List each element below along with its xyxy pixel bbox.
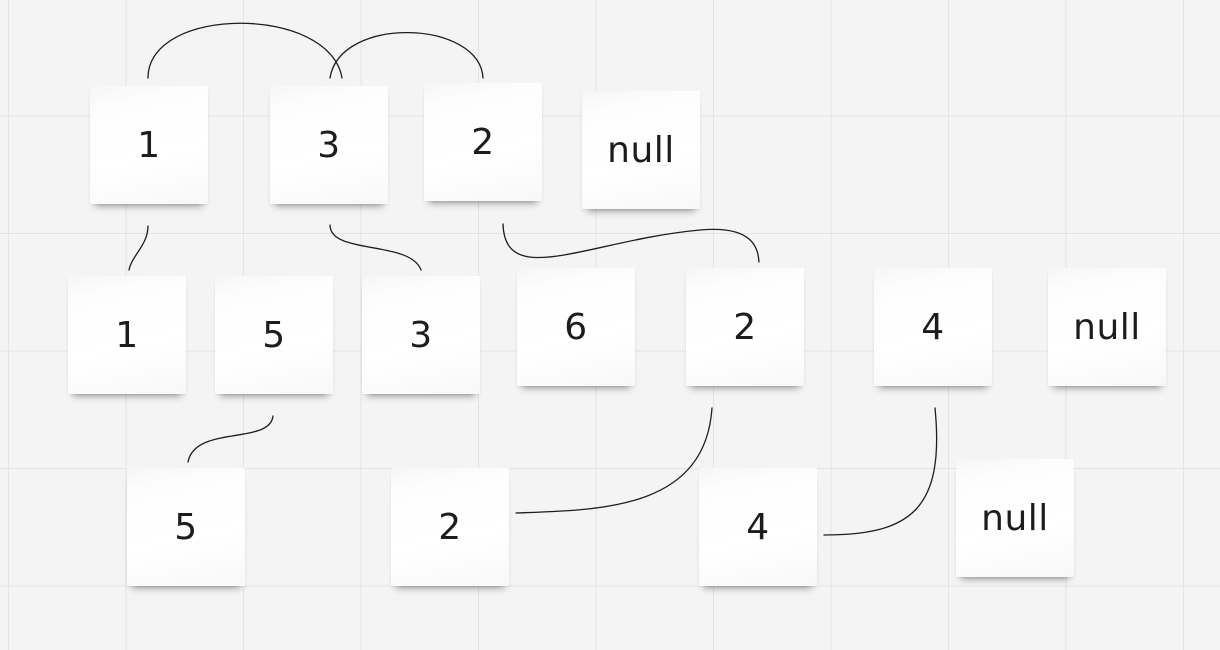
sticky-note-row2-1[interactable]: 1 xyxy=(68,276,186,394)
note-value: null xyxy=(981,497,1049,539)
sticky-note-row3-4[interactable]: 4 xyxy=(699,468,817,586)
connector-row2-4-to-row3-4[interactable] xyxy=(823,407,938,536)
sticky-note-row1-3[interactable]: 3 xyxy=(270,86,388,204)
note-value: 6 xyxy=(564,306,588,348)
note-value: 1 xyxy=(137,124,161,166)
sticky-note-row2-4[interactable]: 4 xyxy=(874,268,992,386)
sticky-note-row2-3[interactable]: 3 xyxy=(362,276,480,394)
note-value: null xyxy=(1073,306,1141,348)
sticky-note-row2-2[interactable]: 2 xyxy=(686,268,804,386)
note-value: 2 xyxy=(438,506,462,548)
connector-row1-1-to-row2-1[interactable] xyxy=(128,225,149,271)
note-value: null xyxy=(607,129,675,171)
connector-row1-2-to-row2-2[interactable] xyxy=(502,223,760,263)
note-value: 3 xyxy=(409,314,433,356)
note-value: 1 xyxy=(115,314,139,356)
sticky-note-row2-5[interactable]: 5 xyxy=(215,276,333,394)
note-value: 5 xyxy=(174,506,198,548)
sticky-note-row1-1[interactable]: 1 xyxy=(90,86,208,204)
sticky-note-row3-null[interactable]: null xyxy=(956,459,1074,577)
connector-row2-5-to-row3-5[interactable] xyxy=(187,415,274,463)
sticky-note-row2-null[interactable]: null xyxy=(1048,268,1166,386)
sticky-note-row3-2[interactable]: 2 xyxy=(391,468,509,586)
note-value: 4 xyxy=(921,306,945,348)
connector-row2-2-to-row3-2[interactable] xyxy=(515,407,713,514)
note-value: 2 xyxy=(471,121,495,163)
sticky-note-row3-5[interactable]: 5 xyxy=(127,468,245,586)
connector-arc-3-to-2[interactable] xyxy=(329,32,484,79)
note-value: 3 xyxy=(317,124,341,166)
sticky-note-row2-6[interactable]: 6 xyxy=(517,268,635,386)
connector-arc-1-to-3[interactable] xyxy=(147,22,343,79)
sticky-note-row1-2[interactable]: 2 xyxy=(424,83,542,201)
note-value: 2 xyxy=(733,306,757,348)
connector-row1-3-to-row2-3[interactable] xyxy=(329,224,422,271)
note-value: 4 xyxy=(746,506,770,548)
sticky-note-row1-null[interactable]: null xyxy=(582,91,700,209)
note-value: 5 xyxy=(262,314,286,356)
